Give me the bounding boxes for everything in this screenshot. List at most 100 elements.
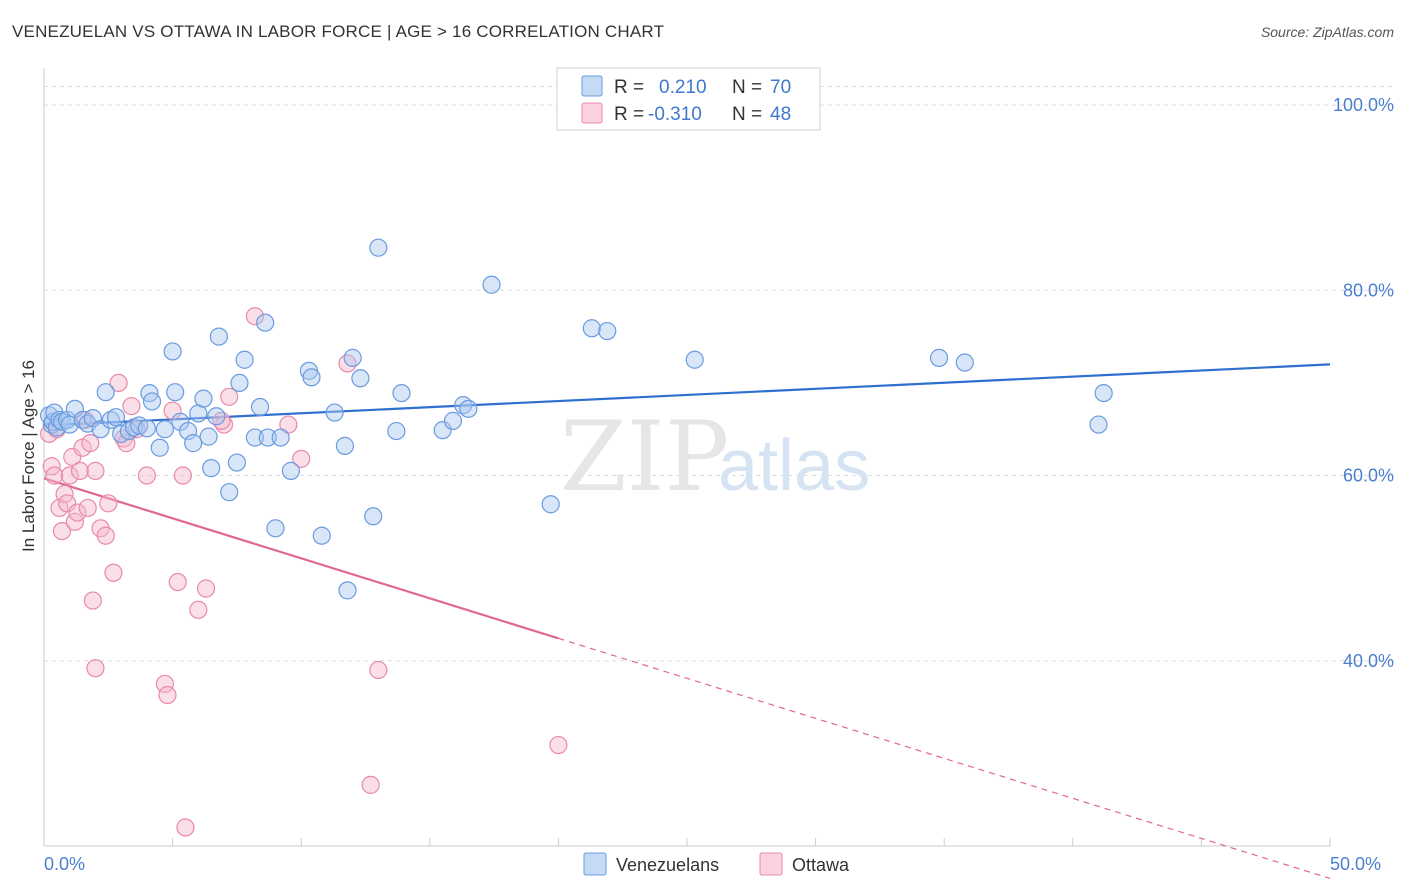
bottom-legend: Venezuelans Ottawa	[583, 852, 850, 876]
x-tick-label-max: 50.0%	[1330, 854, 1381, 874]
bottom-legend-venezuelans: Venezuelans	[616, 855, 719, 875]
venezuelan-point	[281, 461, 301, 480]
venezuelan-point	[685, 350, 704, 369]
venezuelan-point	[142, 392, 162, 411]
y-tick-label: 40.0%	[1343, 651, 1394, 671]
legend-swatch-ottawa	[581, 102, 603, 124]
ottawa-point	[78, 498, 97, 518]
venezuelan-point	[271, 428, 290, 447]
ottawa-point	[245, 307, 265, 326]
venezuelan-point	[325, 403, 344, 422]
y-tick-label: 100.0%	[1333, 95, 1394, 115]
ottawa-point	[338, 354, 357, 373]
ottawa-trend-line-extension	[558, 637, 1331, 879]
ottawa-point	[68, 503, 87, 522]
bottom-legend-swatch-ottawa	[759, 852, 783, 876]
ottawa-point	[109, 373, 128, 393]
legend: R = 0.210 N = 70 R = -0.310 N = 48	[556, 67, 821, 131]
y-tick-label: 60.0%	[1343, 466, 1394, 486]
venezuelan-point	[227, 453, 246, 472]
ottawa-point	[137, 466, 156, 485]
venezuelan-point	[369, 238, 388, 257]
ottawa-point	[86, 659, 105, 678]
venezuelan-point	[150, 438, 169, 457]
venezuelan-point	[343, 348, 362, 367]
venezuelan-point	[266, 519, 285, 538]
venezuelan-point	[106, 408, 126, 427]
ottawa-point	[52, 521, 72, 541]
ottawa-point	[63, 447, 82, 467]
bottom-legend-swatch-venezuelans	[583, 852, 607, 876]
ottawa-point	[196, 579, 216, 598]
watermark-atlas: atlas	[718, 426, 870, 506]
venezuelan-point	[598, 321, 617, 341]
y-tick-label: 80.0%	[1343, 280, 1394, 300]
legend-r-label-1: R =	[614, 77, 644, 98]
legend-r-value-2: -0.310	[648, 104, 702, 125]
ottawa-point	[369, 660, 388, 680]
ottawa-point	[96, 526, 115, 545]
venezuelan-point	[184, 434, 203, 453]
venezuelan-point	[155, 420, 174, 439]
venezuelan-point	[387, 421, 406, 441]
venezuelan-point	[955, 353, 974, 372]
ottawa-point	[99, 494, 118, 513]
ottawa-point	[549, 735, 568, 755]
ottawa-point	[70, 461, 90, 480]
ottawa-point	[220, 387, 239, 406]
watermark-zip: ZIP	[560, 401, 729, 513]
ottawa-point	[104, 563, 123, 582]
venezuelan-point	[235, 350, 254, 369]
venezuelan-point	[209, 327, 228, 346]
venezuelan-point	[230, 373, 249, 393]
y-tick-labels: 40.0% 60.0% 80.0% 100.0%	[1333, 95, 1394, 671]
venezuelan-point	[1089, 415, 1108, 434]
venezuelan-point	[364, 507, 383, 526]
venezuelan-point	[207, 407, 226, 426]
ottawa-point	[122, 396, 141, 416]
ottawa-point	[168, 572, 187, 592]
ottawa-point	[173, 466, 192, 485]
watermark: ZIP atlas	[560, 401, 870, 513]
venezuelan-point	[96, 383, 115, 402]
venezuelan-point	[166, 383, 185, 402]
y-axis-title: In Labor Force | Age > 16	[19, 360, 38, 552]
venezuelan-point	[202, 459, 221, 478]
venezuelan-points	[40, 238, 1113, 600]
ottawa-points	[40, 307, 568, 837]
venezuelan-point	[171, 412, 190, 431]
venezuelan-point	[392, 383, 411, 403]
venezuelan-point	[338, 581, 357, 600]
venezuelan-point	[91, 420, 110, 439]
venezuelan-point	[178, 421, 198, 441]
ottawa-point	[86, 461, 105, 480]
venezuelan-point	[101, 410, 120, 430]
venezuelan-point	[256, 313, 275, 332]
ottawa-point	[292, 449, 311, 468]
ottawa-point	[83, 591, 102, 610]
ottawa-trend-line	[43, 477, 559, 640]
venezuelan-point	[302, 368, 321, 387]
venezuelan-point	[163, 342, 182, 361]
venezuelan-point	[351, 369, 370, 388]
venezuelan-point	[541, 495, 560, 514]
legend-n-label-1: N =	[732, 77, 762, 98]
ottawa-point	[155, 674, 174, 694]
legend-n-value-2: 48	[770, 104, 791, 125]
venezuelan-point	[258, 428, 277, 447]
venezuelan-point	[433, 421, 452, 440]
legend-r-label-2: R =	[614, 104, 644, 125]
venezuelan-point	[220, 483, 239, 502]
venezuelan-point	[1094, 383, 1113, 403]
venezuelan-point	[194, 389, 213, 408]
ottawa-point	[60, 466, 79, 485]
venezuelan-point	[50, 410, 69, 430]
ottawa-point	[158, 685, 177, 705]
legend-n-value-1: 70	[770, 77, 791, 98]
venezuelan-point	[335, 436, 355, 455]
venezuelan-point	[199, 427, 218, 446]
legend-n-label-2: N =	[732, 104, 762, 125]
venezuelan-point	[443, 411, 463, 430]
source-label: Source: ZipAtlas.com	[1260, 24, 1394, 40]
